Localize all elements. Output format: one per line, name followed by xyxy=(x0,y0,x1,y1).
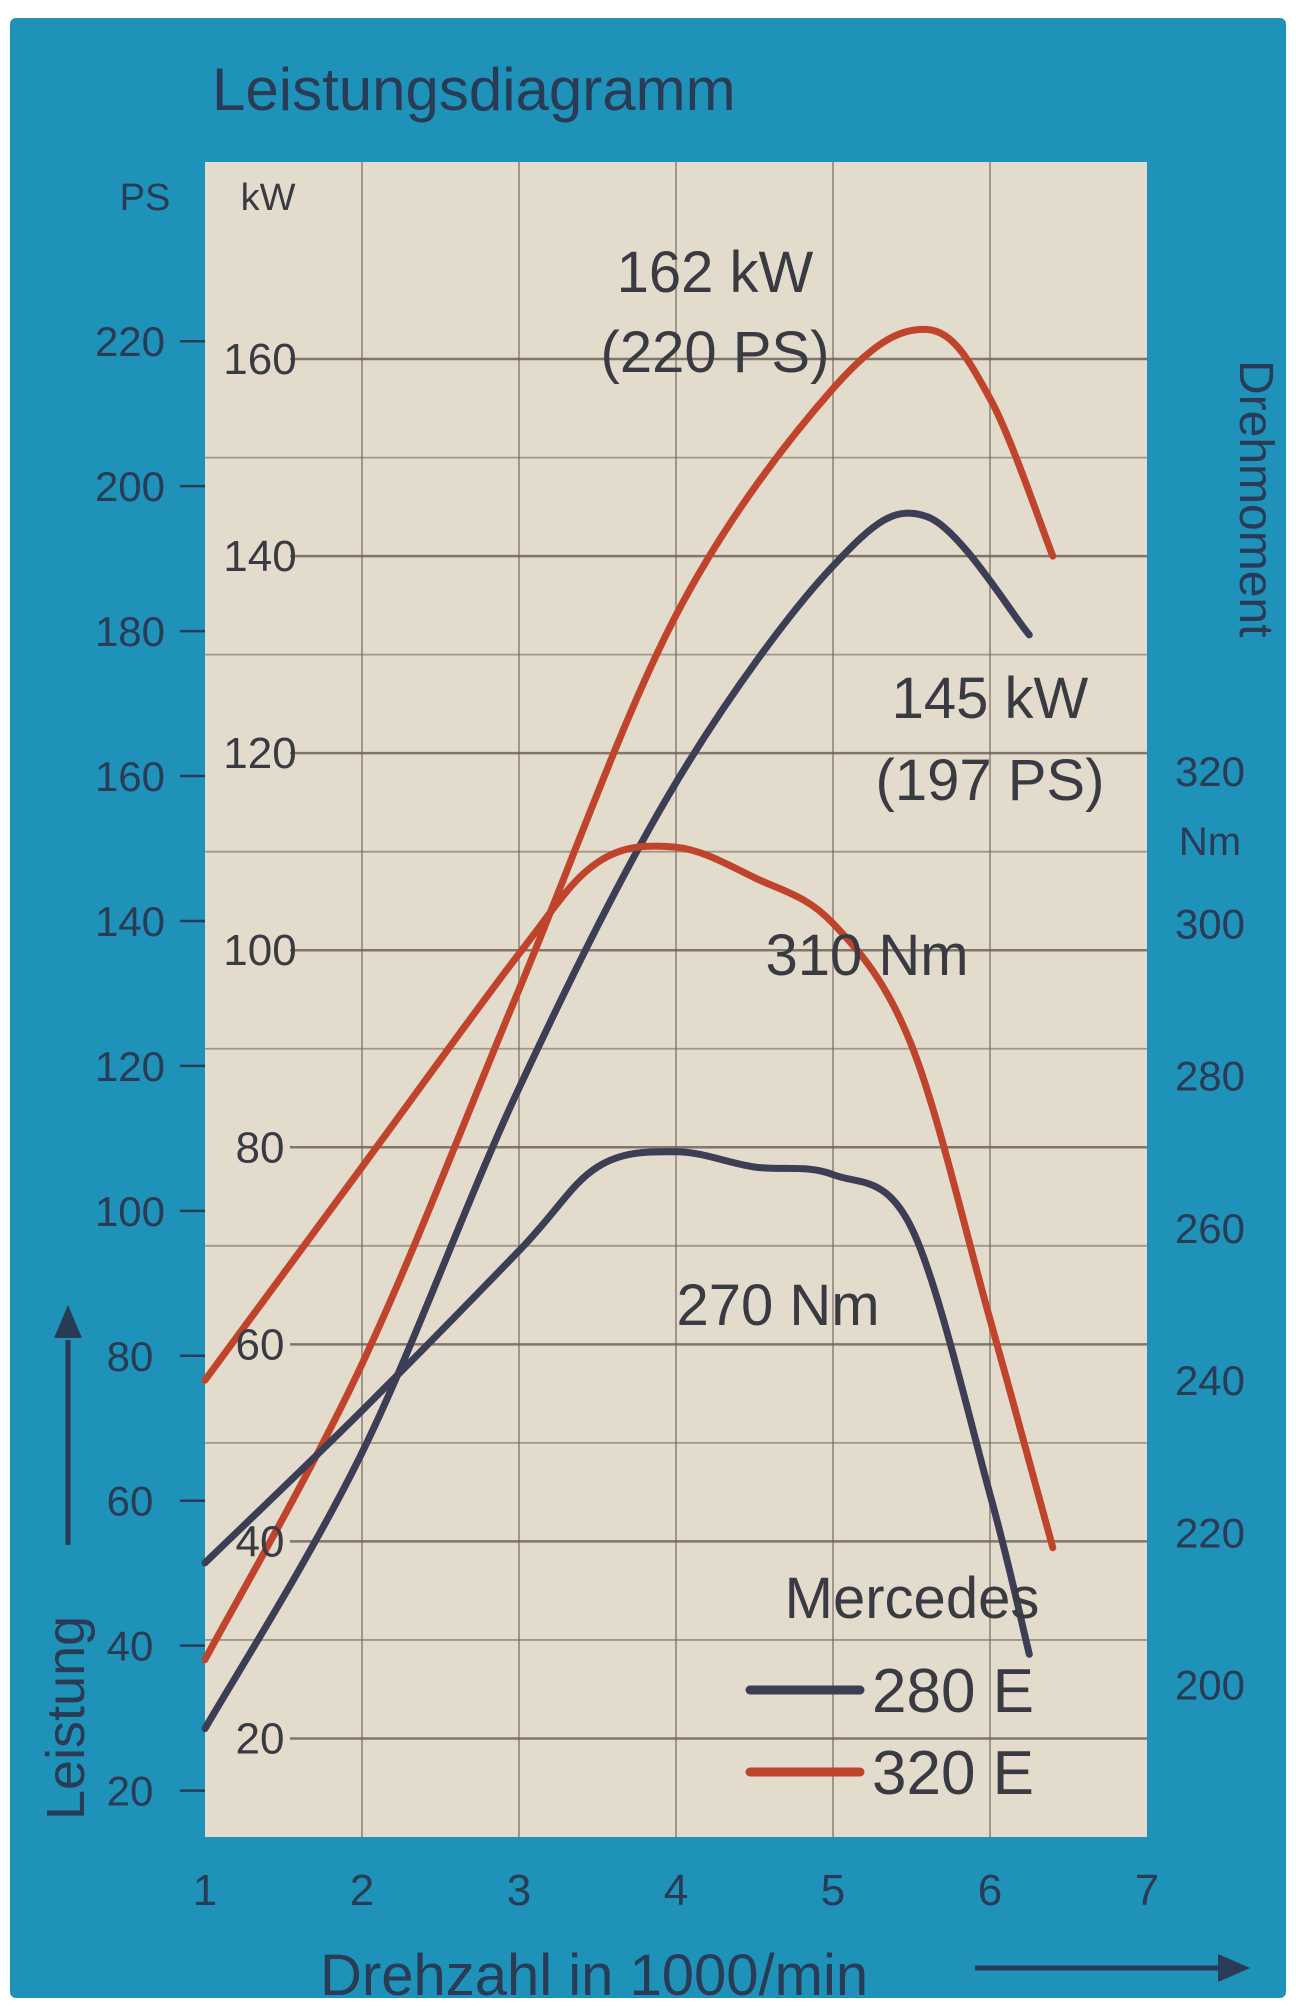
annotation-label: 310 Nm xyxy=(765,923,968,988)
ps-tick-label: 220 xyxy=(95,318,165,365)
x-axis-arrow-head xyxy=(1218,1954,1250,1982)
ps-tick-label: 20 xyxy=(107,1768,154,1815)
legend: Mercedes 280 E 320 E xyxy=(745,1566,1040,1808)
x-tick-label: 7 xyxy=(1135,1866,1159,1915)
annotations-layer: 162 kW (220 PS) 145 kW (197 PS) 310 Nm 270 Nm xyxy=(601,240,1105,1338)
annotation-label: 145 kW xyxy=(892,666,1089,731)
x-tick-label: 5 xyxy=(821,1866,845,1915)
nm-tick-label: 280 xyxy=(1175,1053,1245,1100)
320e-power-line xyxy=(201,325,1057,1664)
280e-power-line xyxy=(201,509,1033,1733)
chart-title: Leistungsdiagramm xyxy=(212,56,736,123)
annotation-label: (220 PS) xyxy=(601,320,830,385)
x-tick-label: 4 xyxy=(664,1866,688,1915)
y-axis-label-right: Drehmoment xyxy=(1229,360,1282,637)
nm-tick-label: 260 xyxy=(1175,1205,1245,1252)
axes-layer: 1 2 3 4 5 6 7 20 40 60 80 100 120 140 160 20 40 60 80 100 12… xyxy=(54,318,1250,1982)
kw-tick-label: 160 xyxy=(223,335,296,384)
annotation-label: 270 Nm xyxy=(676,1273,879,1338)
kw-tick-label: 140 xyxy=(223,532,296,581)
x-tick-label: 2 xyxy=(350,1866,374,1915)
kw-tick-label: 40 xyxy=(236,1517,285,1566)
ps-tick-label: 120 xyxy=(95,1043,165,1090)
series-layer xyxy=(201,325,1057,1733)
kw-tick-label: 80 xyxy=(236,1123,285,1172)
ps-tick-label: 40 xyxy=(107,1623,154,1670)
ps-unit-label: PS xyxy=(120,177,171,219)
nm-tick-label: 300 xyxy=(1175,900,1245,947)
kw-tick-label: 60 xyxy=(236,1320,285,1369)
ps-tick-label: 160 xyxy=(95,753,165,800)
ps-tick-label: 80 xyxy=(107,1333,154,1380)
kw-unit-label: kW xyxy=(241,177,296,219)
ps-tick-label: 180 xyxy=(95,608,165,655)
annotation-label: 162 kW xyxy=(617,240,814,305)
legend-entry-label: 320 E xyxy=(872,1739,1034,1808)
annotation-label: (197 PS) xyxy=(876,748,1105,813)
x-tick-label: 3 xyxy=(507,1866,531,1915)
x-tick-label: 1 xyxy=(193,1866,217,1915)
legend-entry-label: 280 E xyxy=(872,1657,1034,1726)
nm-tick-label: 220 xyxy=(1175,1509,1245,1556)
kw-tick-label: 120 xyxy=(223,729,296,778)
280e-torque-line xyxy=(201,1148,1033,1658)
kw-tick-label: 100 xyxy=(223,926,296,975)
ps-tick-label: 100 xyxy=(95,1188,165,1235)
y-axis-arrow-head xyxy=(54,1305,82,1338)
nm-tick-label: 320 xyxy=(1175,748,1245,795)
x-tick-label: 6 xyxy=(978,1866,1002,1915)
x-axis-label: Drehzahl in 1000/min xyxy=(320,1943,868,2006)
nm-tick-label: 240 xyxy=(1175,1357,1245,1404)
320e-torque-line xyxy=(201,842,1057,1552)
ps-tick-label: 200 xyxy=(95,463,165,510)
nm-unit-label: Nm xyxy=(1179,820,1241,864)
y-axis-label-left: Leistung xyxy=(36,1616,96,1820)
legend-title: Mercedes xyxy=(785,1566,1040,1631)
nm-tick-label: 200 xyxy=(1175,1662,1245,1709)
ps-tick-label: 140 xyxy=(95,898,165,945)
kw-tick-label: 20 xyxy=(236,1714,285,1763)
grid-lines xyxy=(205,162,1147,1837)
ps-tick-label: 60 xyxy=(107,1478,154,1525)
